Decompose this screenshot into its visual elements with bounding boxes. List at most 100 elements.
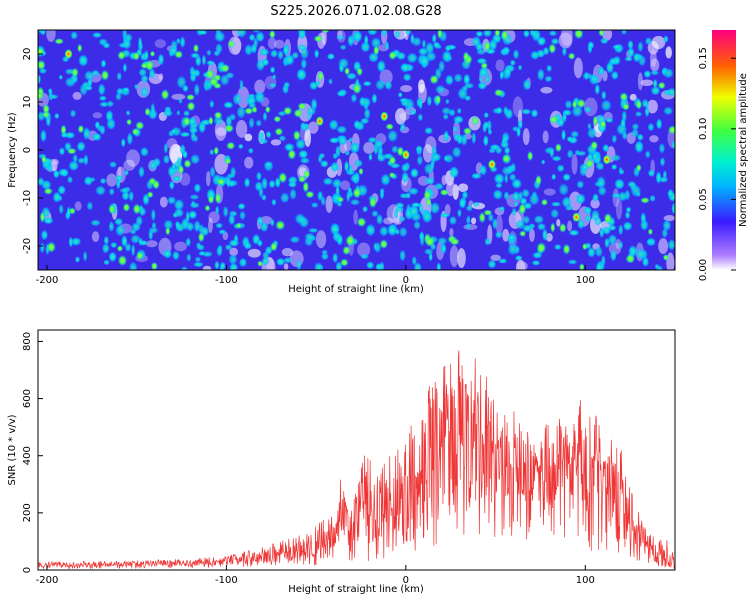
heatmap-blob: [262, 251, 270, 260]
heatmap-blob: [362, 80, 372, 87]
heatmap-blob: [270, 218, 275, 227]
heatmap-blob-strong: [297, 102, 307, 111]
heatmap-blob: [182, 84, 189, 93]
heatmap-field: [38, 30, 675, 270]
heatmap-blob: [69, 109, 77, 118]
heatmap-blob: [264, 161, 273, 168]
heatmap-blob: [315, 80, 321, 87]
heatmap-blob: [332, 230, 341, 243]
heatmap-blob: [453, 115, 464, 124]
heatmap-blob: [398, 226, 408, 238]
heatmap-blob: [70, 237, 82, 246]
heatmap-blob: [222, 205, 229, 218]
heatmap-low-patch: [529, 228, 535, 242]
heatmap-blob-strong: [636, 163, 642, 172]
heatmap-blob: [431, 33, 437, 44]
heatmap-blob: [219, 261, 226, 270]
heatmap-blob: [387, 129, 398, 143]
heatmap-blob-strong: [257, 260, 264, 267]
heatmap-blob: [513, 200, 519, 208]
snr-series: [38, 350, 675, 570]
heatmap-blob: [228, 239, 240, 247]
heatmap-blob: [640, 219, 649, 231]
heatmap-blob-strong: [576, 98, 586, 109]
heatmap-blob: [487, 259, 497, 269]
heatmap-blob: [185, 221, 195, 232]
heatmap-blob: [120, 138, 126, 148]
heatmap-blob-strong: [146, 191, 154, 199]
heatmap-blob-strong: [352, 83, 362, 95]
heatmap-blob: [435, 84, 446, 94]
heatmap-blob: [105, 109, 114, 123]
heatmap-blob: [650, 70, 660, 76]
heatmap-blob: [633, 52, 641, 63]
heatmap-blob-strong: [269, 30, 276, 39]
heatmap-blob: [541, 159, 546, 165]
heatmap-blob-strong: [275, 220, 286, 231]
heatmap-blob: [583, 206, 592, 215]
heatmap-blob: [201, 54, 207, 66]
heatmap-blob: [322, 177, 334, 186]
heatmap-blob: [214, 260, 220, 270]
heatmap-blob: [91, 69, 100, 77]
heatmap-blob: [83, 176, 93, 186]
snr-x-tick-label: -100: [215, 575, 238, 586]
heatmap-low-patch: [556, 219, 561, 227]
heatmap-blob: [488, 38, 498, 51]
heatmap-blob: [562, 173, 571, 182]
heatmap-blob: [440, 243, 447, 254]
heatmap-x-axis-label: Height of straight line (km): [288, 284, 424, 295]
heatmap-blob: [650, 86, 661, 96]
heatmap-blob: [671, 202, 675, 215]
heatmap-blob: [399, 249, 406, 262]
snr-frame: [37, 329, 676, 571]
heatmap-low-patch: [74, 201, 82, 211]
heatmap-blob: [198, 30, 208, 36]
heatmap-blob: [627, 39, 634, 50]
heatmap-blob: [58, 74, 63, 80]
heatmap-blob: [82, 127, 91, 141]
heatmap-blob: [504, 173, 509, 184]
heatmap-blob: [352, 30, 363, 43]
heatmap-blob: [226, 177, 231, 188]
heatmap-low-patch: [457, 183, 469, 192]
heatmap-blob: [135, 215, 143, 227]
heatmap-low-patch: [640, 79, 654, 87]
heatmap-blob: [634, 111, 643, 117]
heatmap-blob: [399, 122, 406, 133]
heatmap-blob: [636, 133, 644, 141]
heatmap-blob-strong: [183, 159, 192, 169]
heatmap-blob: [101, 243, 110, 254]
heatmap-y-tick-label: 20: [22, 48, 33, 61]
heatmap-blob: [99, 126, 106, 135]
heatmap-blob: [140, 74, 149, 83]
heatmap-blob: [478, 66, 489, 78]
heatmap-blob-strong: [388, 172, 396, 179]
heatmap-blob: [248, 117, 255, 129]
heatmap-blob: [215, 43, 223, 54]
heatmap-blob: [54, 112, 60, 120]
heatmap-blob: [417, 113, 424, 122]
heatmap-x-tick-label: -100: [215, 275, 238, 286]
heatmap-low-patch: [383, 217, 394, 225]
heatmap-blob: [224, 244, 233, 251]
heatmap-blob-strong: [483, 40, 491, 52]
heatmap-blob: [600, 99, 612, 112]
heatmap-low-patch: [315, 230, 327, 249]
heatmap-blob: [591, 150, 599, 163]
heatmap-blob: [556, 164, 565, 173]
heatmap-blob: [408, 204, 420, 218]
heatmap-blob: [255, 119, 262, 127]
heatmap-blob-strong: [599, 120, 607, 129]
heatmap-blob: [507, 243, 519, 256]
heatmap-blob: [225, 72, 235, 79]
heatmap-blob-strong: [518, 202, 527, 215]
heatmap-blob: [395, 202, 405, 209]
heatmap-blob: [550, 201, 562, 207]
heatmap-blob-strong: [425, 236, 435, 247]
heatmap-blob: [373, 242, 378, 251]
heatmap-blob: [424, 162, 434, 175]
heatmap-blob: [466, 215, 471, 226]
heatmap-blob-strong: [501, 30, 509, 42]
heatmap-blob: [138, 68, 147, 77]
